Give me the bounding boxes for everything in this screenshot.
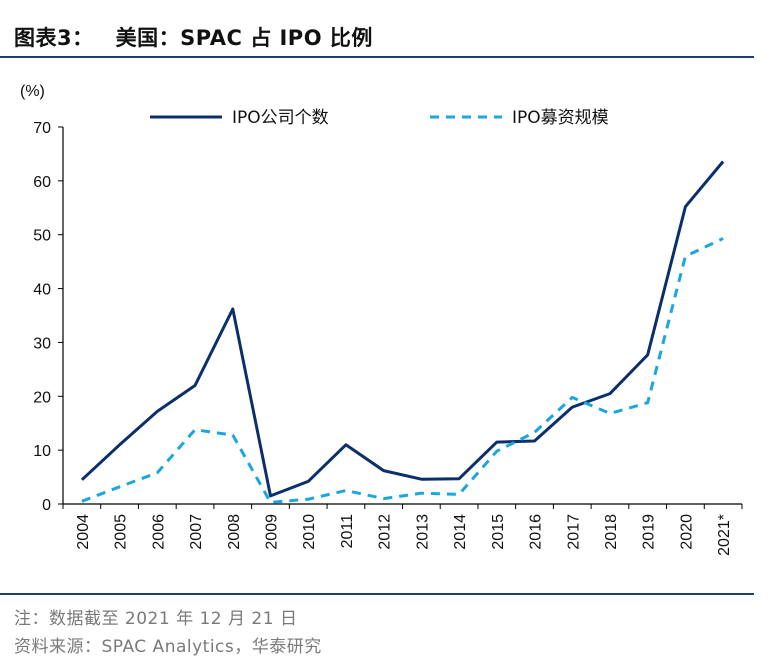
x-tick-label: 2013: [414, 514, 431, 550]
x-tick-label: 2006: [150, 514, 167, 550]
y-tick-label: 70: [33, 120, 51, 137]
figure-title: 图表3： 美国：SPAC 占 IPO 比例: [14, 22, 373, 52]
y-tick-label: 30: [33, 335, 51, 352]
y-tick-label: 50: [33, 228, 51, 245]
x-tick-label: 2012: [377, 514, 394, 550]
x-tick-label: 2009: [263, 514, 280, 550]
series-line-1: [80, 160, 725, 498]
x-tick-label: 2016: [528, 514, 545, 550]
y-tick-label: 40: [33, 282, 51, 299]
x-tick-label: 2007: [188, 514, 205, 550]
figure-title-text: 美国：SPAC 占 IPO 比例: [115, 26, 373, 50]
x-tick-label: 2019: [641, 514, 658, 550]
x-tick-label: 2015: [490, 514, 507, 550]
x-tick-label: 2011: [339, 514, 356, 549]
series-layer: [80, 160, 725, 504]
x-tick-label: 2017: [565, 514, 582, 550]
top-rule: [0, 56, 754, 58]
legend-label-2: IPO募资规模: [512, 108, 609, 128]
figure-label: 图表3：: [14, 26, 94, 50]
x-tick-label: 2020: [678, 514, 695, 550]
bottom-rule: [0, 593, 754, 595]
x-tick-label: 2010: [301, 514, 318, 550]
x-tick-label: 2021*: [716, 514, 733, 556]
y-tick-label: 60: [33, 174, 51, 191]
x-tick-label: 2008: [226, 514, 243, 550]
x-tick-label: 2005: [113, 514, 130, 550]
legend-label-1: IPO公司个数: [232, 108, 329, 128]
x-tick-label: 2004: [75, 514, 92, 550]
line-chart: (%) IPO公司个数 IPO募资规模 0 10 20 30 40 50 60 70 2004 20…: [20, 83, 743, 556]
y-tick-label: 0: [42, 497, 51, 514]
axes: 0 10 20 30 40 50 60 70 2004 2005 2006 2007 2008 2009 2…: [33, 120, 743, 556]
data-cutoff-note: 注：数据截至 2021 年 12 月 21 日: [14, 609, 298, 629]
y-axis-unit-label: (%): [20, 83, 45, 100]
y-tick-label: 20: [33, 389, 51, 406]
y-tick-label: 10: [33, 443, 51, 460]
x-tick-label: 2014: [452, 514, 469, 550]
data-source-note: 资料来源：SPAC Analytics，华泰研究: [14, 637, 322, 657]
x-tick-label: 2018: [603, 514, 620, 550]
legend: IPO公司个数 IPO募资规模: [150, 108, 609, 128]
series-line-2: [81, 237, 724, 504]
